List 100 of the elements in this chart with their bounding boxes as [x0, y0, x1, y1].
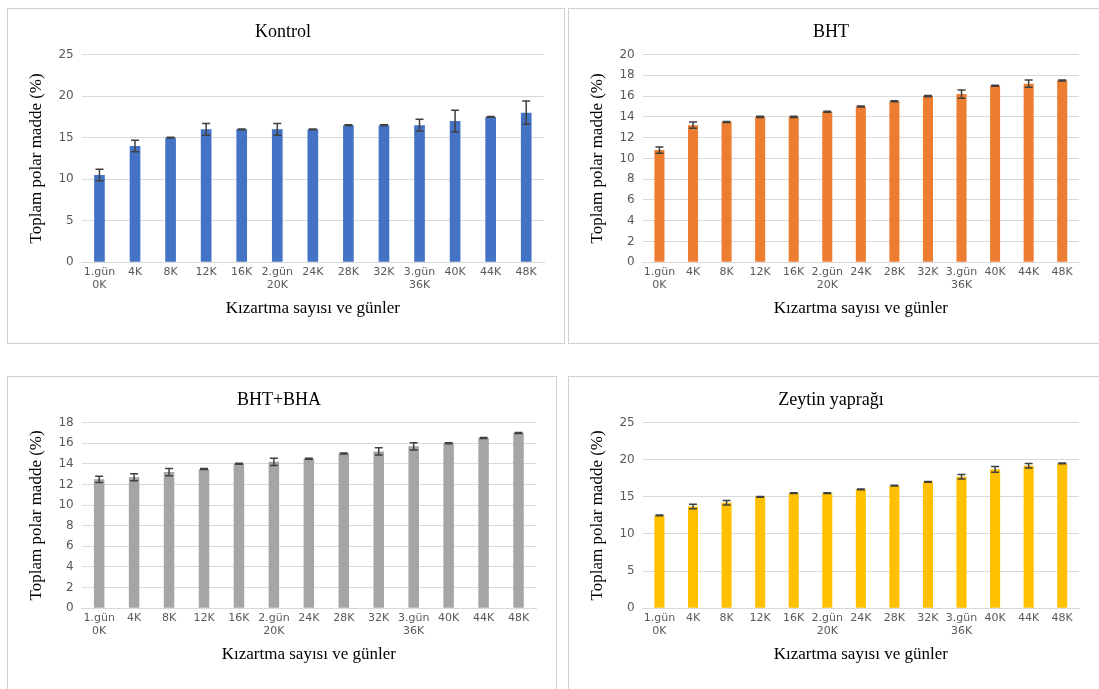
chart-title: Zeytin yaprağı: [778, 388, 884, 409]
x-tick-label: 12K: [195, 264, 218, 278]
bar: [343, 125, 354, 262]
y-tick-label: 10: [58, 497, 74, 512]
y-tick-label: 18: [619, 67, 635, 82]
x-tick-label: 48K: [515, 264, 538, 278]
x-tick-label: 2.gün 20K: [811, 264, 844, 291]
x-tick-label: 44K: [472, 610, 495, 624]
y-tick-label: 0: [627, 600, 635, 615]
x-axis-title: Kızartma sayısı ve günler: [221, 644, 397, 664]
chart-title: Kontrol: [255, 20, 311, 41]
x-tick-label: 48K: [1051, 264, 1074, 278]
x-tick-label: 12K: [749, 610, 772, 624]
x-tick-label: 24K: [298, 610, 321, 624]
y-tick-label: 16: [619, 88, 635, 103]
x-tick-label: 28K: [883, 264, 906, 278]
y-tick-label: 0: [66, 254, 74, 269]
bar: [855, 489, 866, 608]
x-tick-label: 16K: [228, 610, 251, 624]
x-tick-label: 40K: [438, 610, 461, 624]
y-tick-label: 15: [619, 488, 635, 503]
x-tick-label: 28K: [333, 610, 356, 624]
bar: [128, 477, 140, 608]
bar: [956, 94, 967, 262]
x-tick-label: 8K: [719, 264, 735, 278]
x-tick-label: 4K: [127, 264, 143, 278]
bar: [956, 476, 967, 608]
bar: [373, 451, 384, 608]
y-tick-label: 10: [619, 150, 635, 165]
bar: [165, 137, 176, 262]
bar: [378, 125, 390, 262]
bar: [822, 111, 833, 262]
x-tick-label: 12K: [749, 264, 772, 278]
x-tick-label: 44K: [1018, 610, 1041, 624]
y-tick-label: 15: [58, 129, 74, 144]
x-tick-label: 8K: [163, 264, 179, 278]
bar: [338, 453, 350, 608]
bar: [721, 502, 732, 608]
bar: [200, 129, 212, 262]
y-tick-label: 6: [627, 192, 635, 207]
bar: [303, 458, 315, 608]
y-tick-label: 0: [627, 254, 635, 269]
bar: [408, 446, 419, 608]
bar: [163, 472, 175, 608]
x-tick-label: 32K: [368, 610, 391, 624]
bar: [990, 469, 1001, 608]
bar: [307, 129, 319, 262]
y-tick-label: 8: [627, 171, 635, 186]
x-tick-label: 1.gün 0K: [643, 264, 676, 291]
x-tick-label: 12K: [193, 610, 216, 624]
x-tick-label: 16K: [783, 264, 806, 278]
chart-title: BHT+BHA: [236, 388, 322, 409]
bar: [1057, 463, 1068, 608]
x-tick-label: 2.gün 20K: [258, 610, 290, 637]
x-tick-label: 32K: [917, 610, 940, 624]
bar: [755, 116, 766, 262]
x-tick-label: 4K: [685, 610, 701, 624]
bar: [755, 496, 766, 608]
x-tick-label: 1.gün 0K: [643, 610, 676, 637]
x-tick-label: 1.gün 0K: [83, 610, 115, 637]
bar: [990, 85, 1001, 262]
x-tick-label: 4K: [685, 264, 701, 278]
x-tick-label: 24K: [302, 264, 325, 278]
x-tick-label: 24K: [850, 264, 873, 278]
x-tick-label: 8K: [161, 610, 177, 624]
x-tick-label: 8K: [719, 610, 735, 624]
x-tick-label: 3.gün 36K: [945, 264, 978, 291]
bar: [788, 116, 799, 262]
y-tick-label: 4: [66, 559, 74, 574]
x-tick-label: 4K: [126, 610, 142, 624]
bar: [654, 515, 665, 608]
bar: [271, 129, 283, 262]
y-tick-label: 12: [58, 476, 74, 491]
y-tick-label: 8: [66, 517, 74, 532]
y-axis-title: Toplam polar madde (%): [25, 430, 45, 601]
bar: [236, 129, 248, 262]
x-tick-label: 48K: [1051, 610, 1074, 624]
y-axis-title: Toplam polar madde (%): [586, 73, 606, 244]
bar: [1057, 80, 1068, 262]
y-tick-label: 2: [627, 233, 635, 248]
chart-title: BHT: [813, 20, 849, 41]
bar: [93, 479, 105, 608]
x-tick-label: 16K: [231, 264, 254, 278]
y-tick-label: 20: [619, 46, 635, 61]
x-tick-label: 28K: [883, 610, 906, 624]
y-axis-title: Toplam polar madde (%): [25, 73, 45, 244]
x-axis-title: Kızartma sayısı ve günler: [225, 298, 401, 318]
x-tick-label: 44K: [1018, 264, 1041, 278]
bar: [485, 116, 496, 262]
y-tick-label: 10: [58, 171, 74, 186]
x-tick-label: 24K: [850, 610, 873, 624]
bar: [788, 493, 799, 608]
y-tick-label: 5: [627, 563, 635, 578]
x-tick-label: 1.gün 0K: [83, 264, 116, 291]
x-axis-title: Kızartma sayısı ve günler: [773, 298, 949, 318]
bar: [1023, 465, 1034, 608]
bar: [129, 145, 141, 262]
bar: [654, 150, 665, 262]
x-tick-label: 40K: [984, 264, 1007, 278]
y-tick-label: 14: [58, 455, 74, 470]
